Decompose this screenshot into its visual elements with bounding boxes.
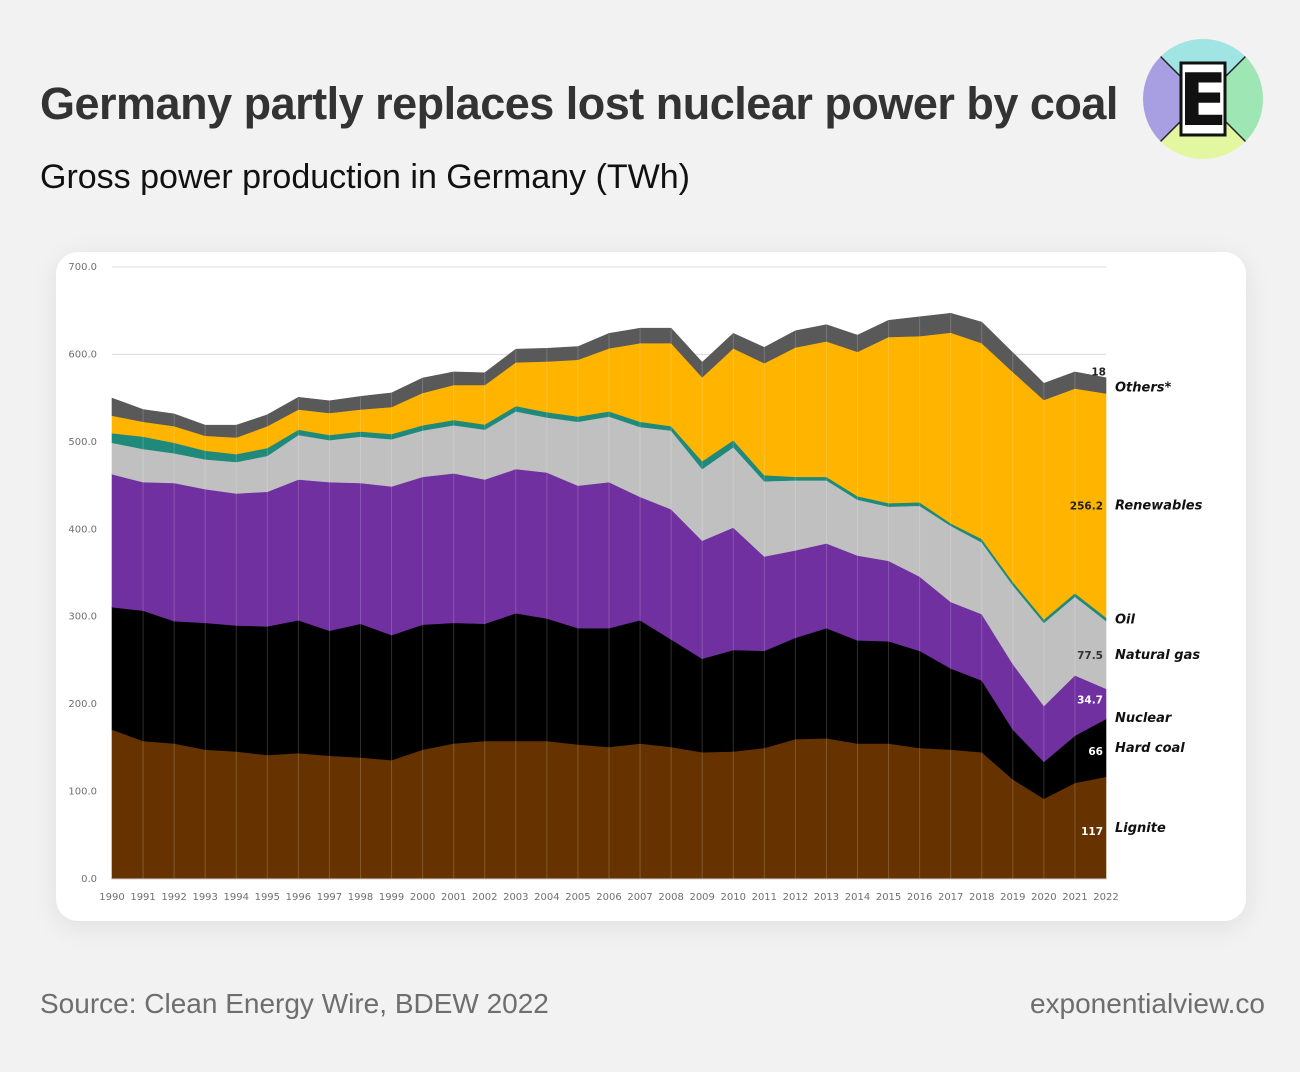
- chart-title: Germany partly replaces lost nuclear pow…: [40, 78, 1118, 129]
- y-tick-label: 700.0: [68, 262, 97, 273]
- x-tick-label: 2016: [907, 892, 932, 903]
- y-tick-label: 300.0: [68, 612, 97, 623]
- x-tick-label: 2006: [596, 892, 621, 903]
- x-tick-label: 2004: [534, 892, 559, 903]
- x-tick-label: 2012: [783, 892, 808, 903]
- x-tick-label: 1993: [192, 892, 217, 903]
- series-label-lignite: Lignite: [1115, 821, 1166, 836]
- x-tick-label: 2020: [1031, 892, 1056, 903]
- x-tick-label: 2010: [721, 892, 746, 903]
- x-tick-label: 2019: [1000, 892, 1025, 903]
- x-tick-label: 2011: [752, 892, 777, 903]
- value-label-others: 18: [1091, 367, 1106, 379]
- x-tick-label: 2022: [1093, 892, 1118, 903]
- x-tick-label: 2018: [969, 892, 994, 903]
- x-tick-label: 2021: [1062, 892, 1087, 903]
- x-tick-label: 2007: [627, 892, 652, 903]
- stacked-area-chart: 0.0 100.0 200.0 300.0 400.0 500.0 600.0 700.0 19…: [68, 262, 1203, 903]
- chart-subtitle: Gross power production in Germany (TWh): [40, 158, 690, 196]
- site-credit: exponentialview.co: [1029, 988, 1265, 1019]
- exponential-view-logo: E: [1143, 39, 1263, 159]
- x-tick-label: 1999: [379, 892, 404, 903]
- x-tick-label: 2001: [441, 892, 466, 903]
- series-label-others: Others*: [1115, 381, 1171, 396]
- source-note: Source: Clean Energy Wire, BDEW 2022: [40, 988, 549, 1019]
- value-label-nuclear: 34.7: [1077, 695, 1103, 707]
- axes: 0.0 100.0 200.0 300.0 400.0 500.0 600.0 700.0 19…: [68, 262, 1118, 903]
- x-tick-label: 1990: [99, 892, 124, 903]
- x-tick-label: 1998: [348, 892, 373, 903]
- x-tick-label: 1992: [161, 892, 186, 903]
- x-tick-label: 1994: [224, 892, 249, 903]
- area-others: [111, 312, 1107, 438]
- y-tick-label: 0.0: [81, 874, 97, 885]
- value-label-renewables: 256.2: [1070, 500, 1103, 512]
- series-label-renewables: Renewables: [1115, 498, 1203, 513]
- x-tick-label: 1996: [286, 892, 311, 903]
- y-tick-label: 200.0: [68, 699, 97, 710]
- x-tick-label: 2005: [565, 892, 590, 903]
- x-tick-label: 2003: [503, 892, 528, 903]
- x-tick-label: 2009: [689, 892, 714, 903]
- x-tick-label: 2015: [876, 892, 901, 903]
- x-tick-label: 2014: [845, 892, 870, 903]
- x-tick-label: 2017: [938, 892, 963, 903]
- series-label-natural-gas: Natural gas: [1115, 648, 1200, 663]
- value-label-natural-gas: 77.5: [1077, 650, 1103, 662]
- y-tick-label: 500.0: [68, 437, 97, 448]
- value-label-hard-coal: 66: [1088, 746, 1103, 758]
- area-series: [111, 312, 1107, 880]
- y-tick-label: 400.0: [68, 524, 97, 535]
- series-label-oil: Oil: [1115, 612, 1136, 627]
- x-tick-label: 1991: [130, 892, 155, 903]
- series-label-nuclear: Nuclear: [1115, 711, 1173, 726]
- chart-card: 0.0 100.0 200.0 300.0 400.0 500.0 600.0 700.0 19…: [56, 252, 1246, 921]
- x-tick-label: 2002: [472, 892, 497, 903]
- value-label-lignite: 117: [1081, 826, 1103, 838]
- series-labels: Lignite Hard coal Nuclear Natural gas Oil Ren…: [1070, 367, 1203, 838]
- logo-letter: E: [1178, 58, 1227, 142]
- y-tick-label: 100.0: [68, 787, 97, 798]
- x-tick-label: 2008: [658, 892, 683, 903]
- series-label-hard-coal: Hard coal: [1115, 741, 1185, 756]
- x-tick-label: 2000: [410, 892, 435, 903]
- x-tick-label: 1995: [255, 892, 280, 903]
- x-tick-label: 2013: [814, 892, 839, 903]
- x-tick-label: 1997: [317, 892, 342, 903]
- y-tick-label: 600.0: [68, 349, 97, 360]
